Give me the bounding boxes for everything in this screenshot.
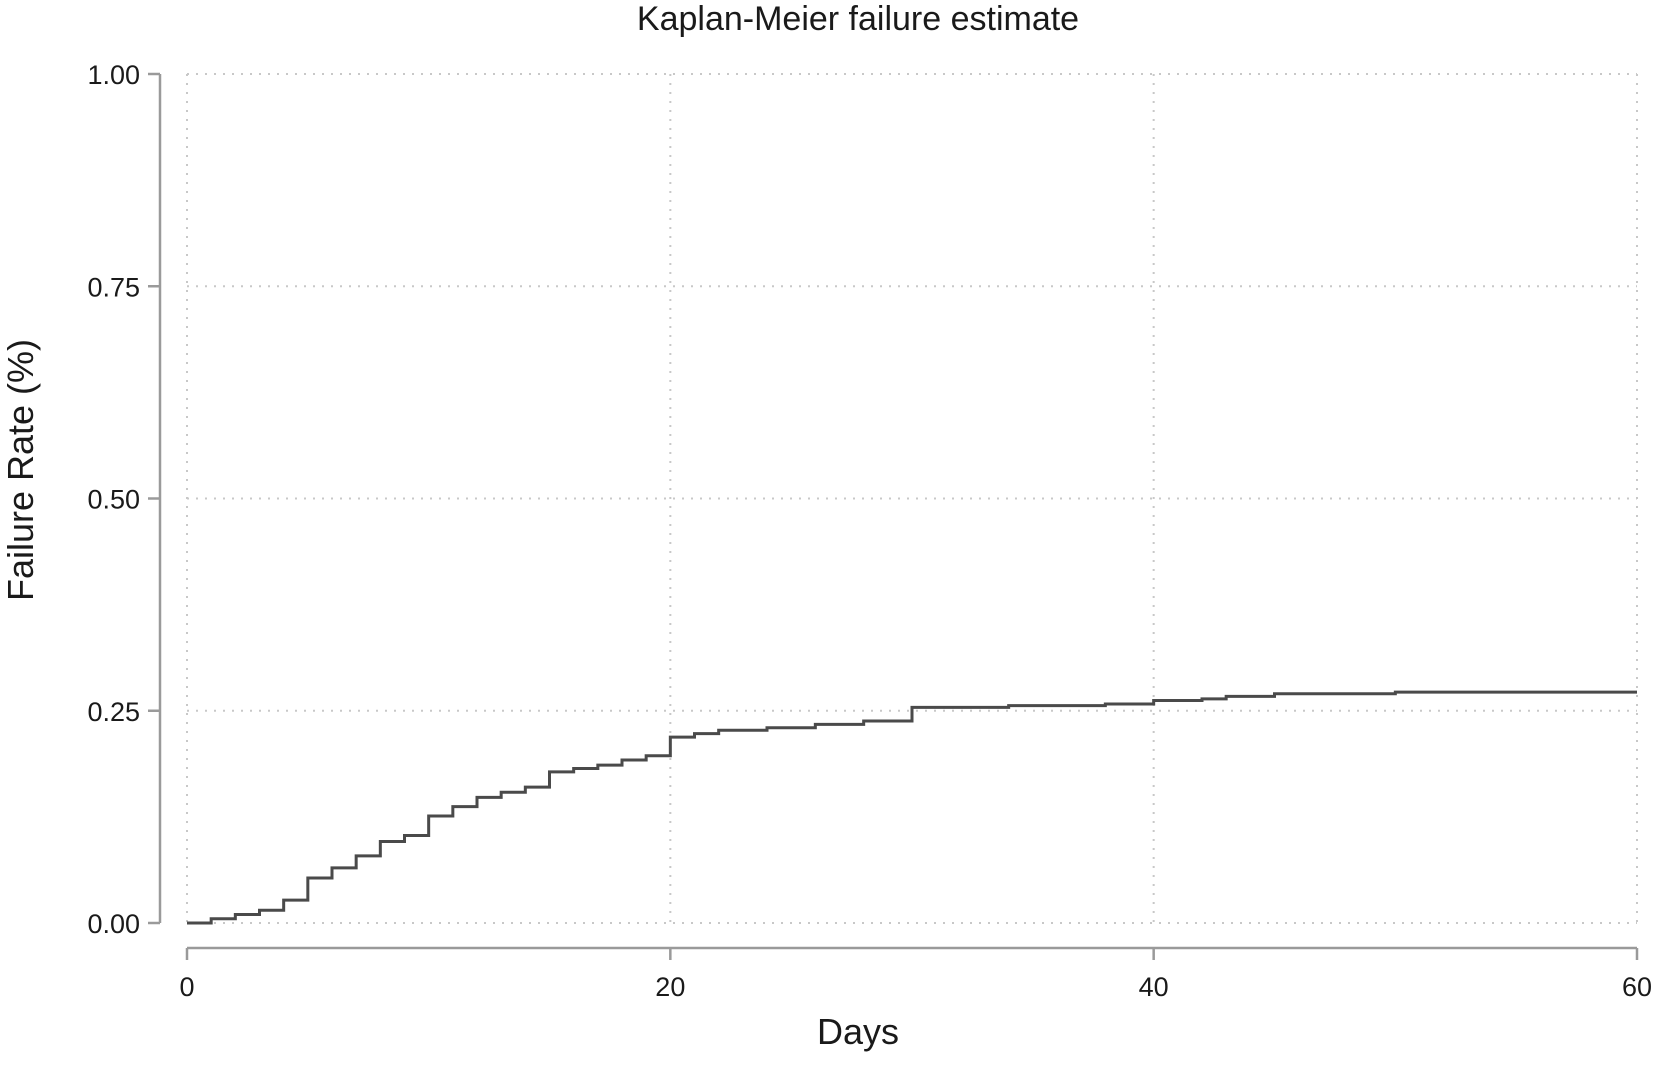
y-axis-title: Failure Rate (%) — [0, 339, 41, 601]
y-tick-label: 0.75 — [87, 272, 140, 302]
x-tick-label: 20 — [655, 972, 685, 1002]
y-tick-label: 0.00 — [87, 909, 140, 939]
series-layer — [187, 690, 1637, 925]
y-tick-label: 0.50 — [87, 485, 140, 515]
y-tick-label: 1.00 — [87, 60, 140, 90]
y-tick-label: 0.25 — [87, 697, 140, 727]
x-axis-title: Days — [817, 1011, 899, 1052]
axes-layer — [158, 74, 1637, 950]
x-tick-label: 0 — [179, 972, 194, 1002]
x-tick-label: 60 — [1622, 972, 1652, 1002]
grid-layer — [186, 73, 1638, 924]
km-failure-step-line — [187, 690, 1637, 925]
ticks-layer: 0.00 0.25 0.50 0.75 1.00 0 20 40 60 — [87, 60, 1652, 1002]
chart-title: Kaplan-Meier failure estimate — [637, 0, 1079, 38]
x-tick-label: 40 — [1139, 972, 1169, 1002]
